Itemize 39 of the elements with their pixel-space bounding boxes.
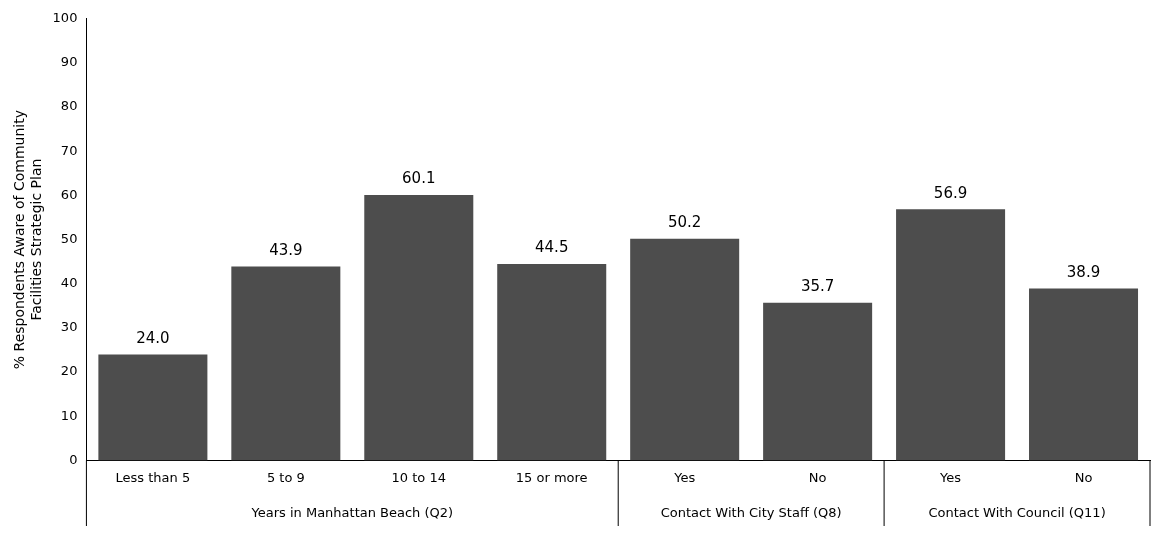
y-tick-label: 90: [60, 54, 78, 70]
x-tick-label: Yes: [673, 469, 696, 485]
bar: [896, 209, 1006, 461]
text: Contact With Council (Q11): [928, 505, 1106, 521]
bar: [364, 195, 474, 461]
x-tick-label: Less than 5: [115, 469, 191, 485]
x-tick-label: 15 or more: [515, 469, 588, 485]
x-tick-label: 5 to 9: [266, 469, 305, 485]
y-tick-label: 20: [60, 363, 78, 379]
data-label: 50.2: [667, 213, 702, 232]
y-tick-label: 60: [60, 186, 78, 202]
data-label: 43.9: [269, 240, 303, 259]
x-tick-label: No: [808, 469, 827, 485]
x-tick-label: Yes: [939, 469, 962, 485]
bar: [231, 266, 341, 461]
bar: [630, 238, 740, 461]
y-tick-label: 40: [60, 275, 78, 291]
text: Years in Manhattan Beach (Q2): [250, 505, 454, 521]
bar: [1029, 288, 1139, 461]
y-axis-title: % Respondents Aware of Community Facilities Strategic Plan: [11, 109, 44, 370]
y-tick-label: 70: [60, 142, 78, 158]
y-tick-label: 30: [60, 319, 78, 335]
bar: [98, 354, 208, 461]
y-tick-label: 10: [60, 407, 78, 423]
text: Contact With City Staff (Q8): [660, 505, 842, 521]
data-label: 44.5: [535, 238, 569, 257]
data-label: 38.9: [1066, 263, 1101, 282]
data-label: 56.9: [933, 183, 968, 202]
y-tick-label: 0: [69, 451, 78, 467]
y-tick-label: 50: [60, 230, 78, 246]
bar: [497, 263, 607, 461]
data-label: 60.1: [402, 169, 436, 188]
bar: [763, 302, 873, 461]
y-tick-label: 100: [52, 10, 78, 26]
x-tick-label: No: [1074, 469, 1093, 485]
data-label: 24.0: [136, 328, 170, 347]
x-tick-label: 10 to 14: [391, 469, 446, 485]
data-label: 35.7: [800, 277, 835, 296]
y-tick-label: 80: [60, 98, 78, 114]
